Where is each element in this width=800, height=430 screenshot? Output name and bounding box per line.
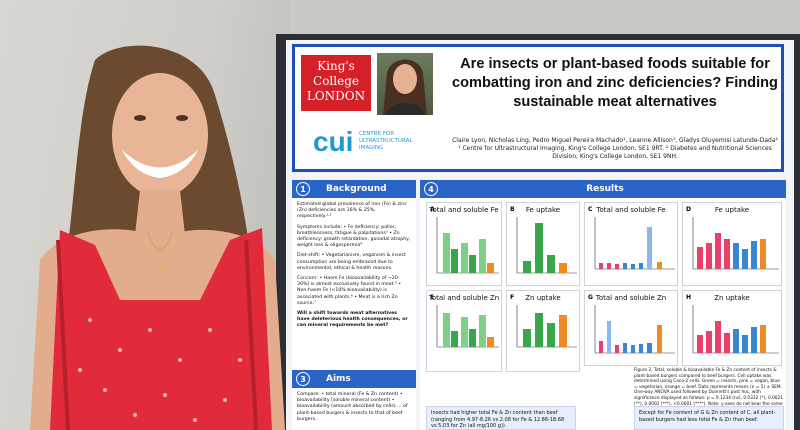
background-column: 1 Background Estimated global prevalence… [292,180,416,430]
panel-c: C Total and soluble Fe [584,202,678,286]
background-text: Estimated global prevalence of iron (Fe)… [292,198,416,338]
panel-title: Total and soluble Zn [595,294,667,302]
results-heading: Results [586,184,624,194]
panel-h: H Zn uptake [682,290,782,366]
results-header: 4 Results [420,180,786,198]
panel-letter: H [686,294,692,301]
panel-title: Fe uptake [525,206,561,214]
section-number: 1 [296,182,310,196]
section-number: 4 [424,182,438,196]
panel-title: Fe uptake [714,206,750,214]
panel-title: Zn uptake [525,294,561,302]
aims-text: Compare: • total mineral (Fe & Zn conten… [297,392,408,422]
background-p3: Diet-shift: • Vegetarianism, veganism & … [297,253,406,271]
panel-a: A Total and soluble Fe [426,202,502,286]
panel-f: F Zn uptake [506,290,580,372]
panel-title: Total and soluble Fe [596,206,666,214]
panel-title: Zn uptake [714,294,750,302]
finding-callout-right: Except for Fe content of G & Zn content … [634,406,784,430]
logo-line-2: College [313,74,359,88]
cui-letters: cui [313,126,354,157]
panel-letter: A [430,206,435,213]
kcl-logo: King's College LONDON [301,55,371,111]
poster-authors: Claire Lyon, Nicholas Ling, Pedro Miguel… [445,137,785,161]
panel-b: B Fe uptake [506,202,580,286]
bar-chart [692,305,779,354]
panel-e: E Total and soluble Zn [426,290,502,372]
aims-section: 3 Aims Compare: • total mineral (Fe & Zn… [292,370,416,427]
poster-title: Are insects or plant-based foods suitabl… [452,56,778,110]
bar-chart [692,217,779,270]
background-p1: Estimated global prevalence of iron (Fe)… [297,202,407,220]
panel-title: Total and soluble Zn [428,294,500,302]
panel-letter: E [430,294,435,301]
aims-header: 3 Aims [292,370,416,388]
background-p2: Symptoms include: • Fe deficiency: pallo… [297,224,411,249]
logo-line-1: King's [317,59,355,73]
person-photo [30,45,285,430]
poster-header: King's College LONDON cui CENTRE FOR ULT… [292,44,784,172]
cui-logo: cui CENTRE FOR ULTRASTRUCTURAL IMAGING [313,127,433,161]
finding-callout-left: Insects had higher total Fe & Zn content… [426,406,576,430]
panel-letter: F [510,294,515,301]
panel-title: Total and soluble Fe [429,206,499,214]
affiliations: ¹ Centre for Ultrastructural Imaging, Ki… [458,145,772,160]
panel-letter: B [510,206,515,213]
panel-letter: D [686,206,691,213]
bar-chart [594,305,675,354]
results-column: 4 Results A Total and soluble Fe B Fe up… [420,180,786,430]
background-heading: Background [326,184,387,194]
background-p4: Concern: • Haem Fe (bioavailability of ~… [297,276,402,306]
cui-subtitle: CENTRE FOR ULTRASTRUCTURAL IMAGING [359,131,413,151]
author-list: Claire Lyon, Nicholas Ling, Pedro Miguel… [452,137,778,144]
background-p5: Will a shift towards meat alternatives h… [297,311,408,329]
bar-chart [516,217,577,274]
background-header: 1 Background [292,180,416,198]
panel-letter: G [588,294,593,301]
panel-d: D Fe uptake [682,202,782,286]
bar-chart [436,217,499,274]
bar-chart [436,305,499,348]
bar-chart [594,217,675,270]
section-number: 3 [296,372,310,386]
panel-g: G Total and soluble Zn [584,290,678,366]
research-poster: King's College LONDON cui CENTRE FOR ULT… [286,40,794,430]
panel-letter: C [588,206,593,213]
author-headshot [377,53,433,115]
logo-line-3: LONDON [306,89,366,103]
bar-chart [516,305,577,348]
aims-heading: Aims [326,374,351,384]
